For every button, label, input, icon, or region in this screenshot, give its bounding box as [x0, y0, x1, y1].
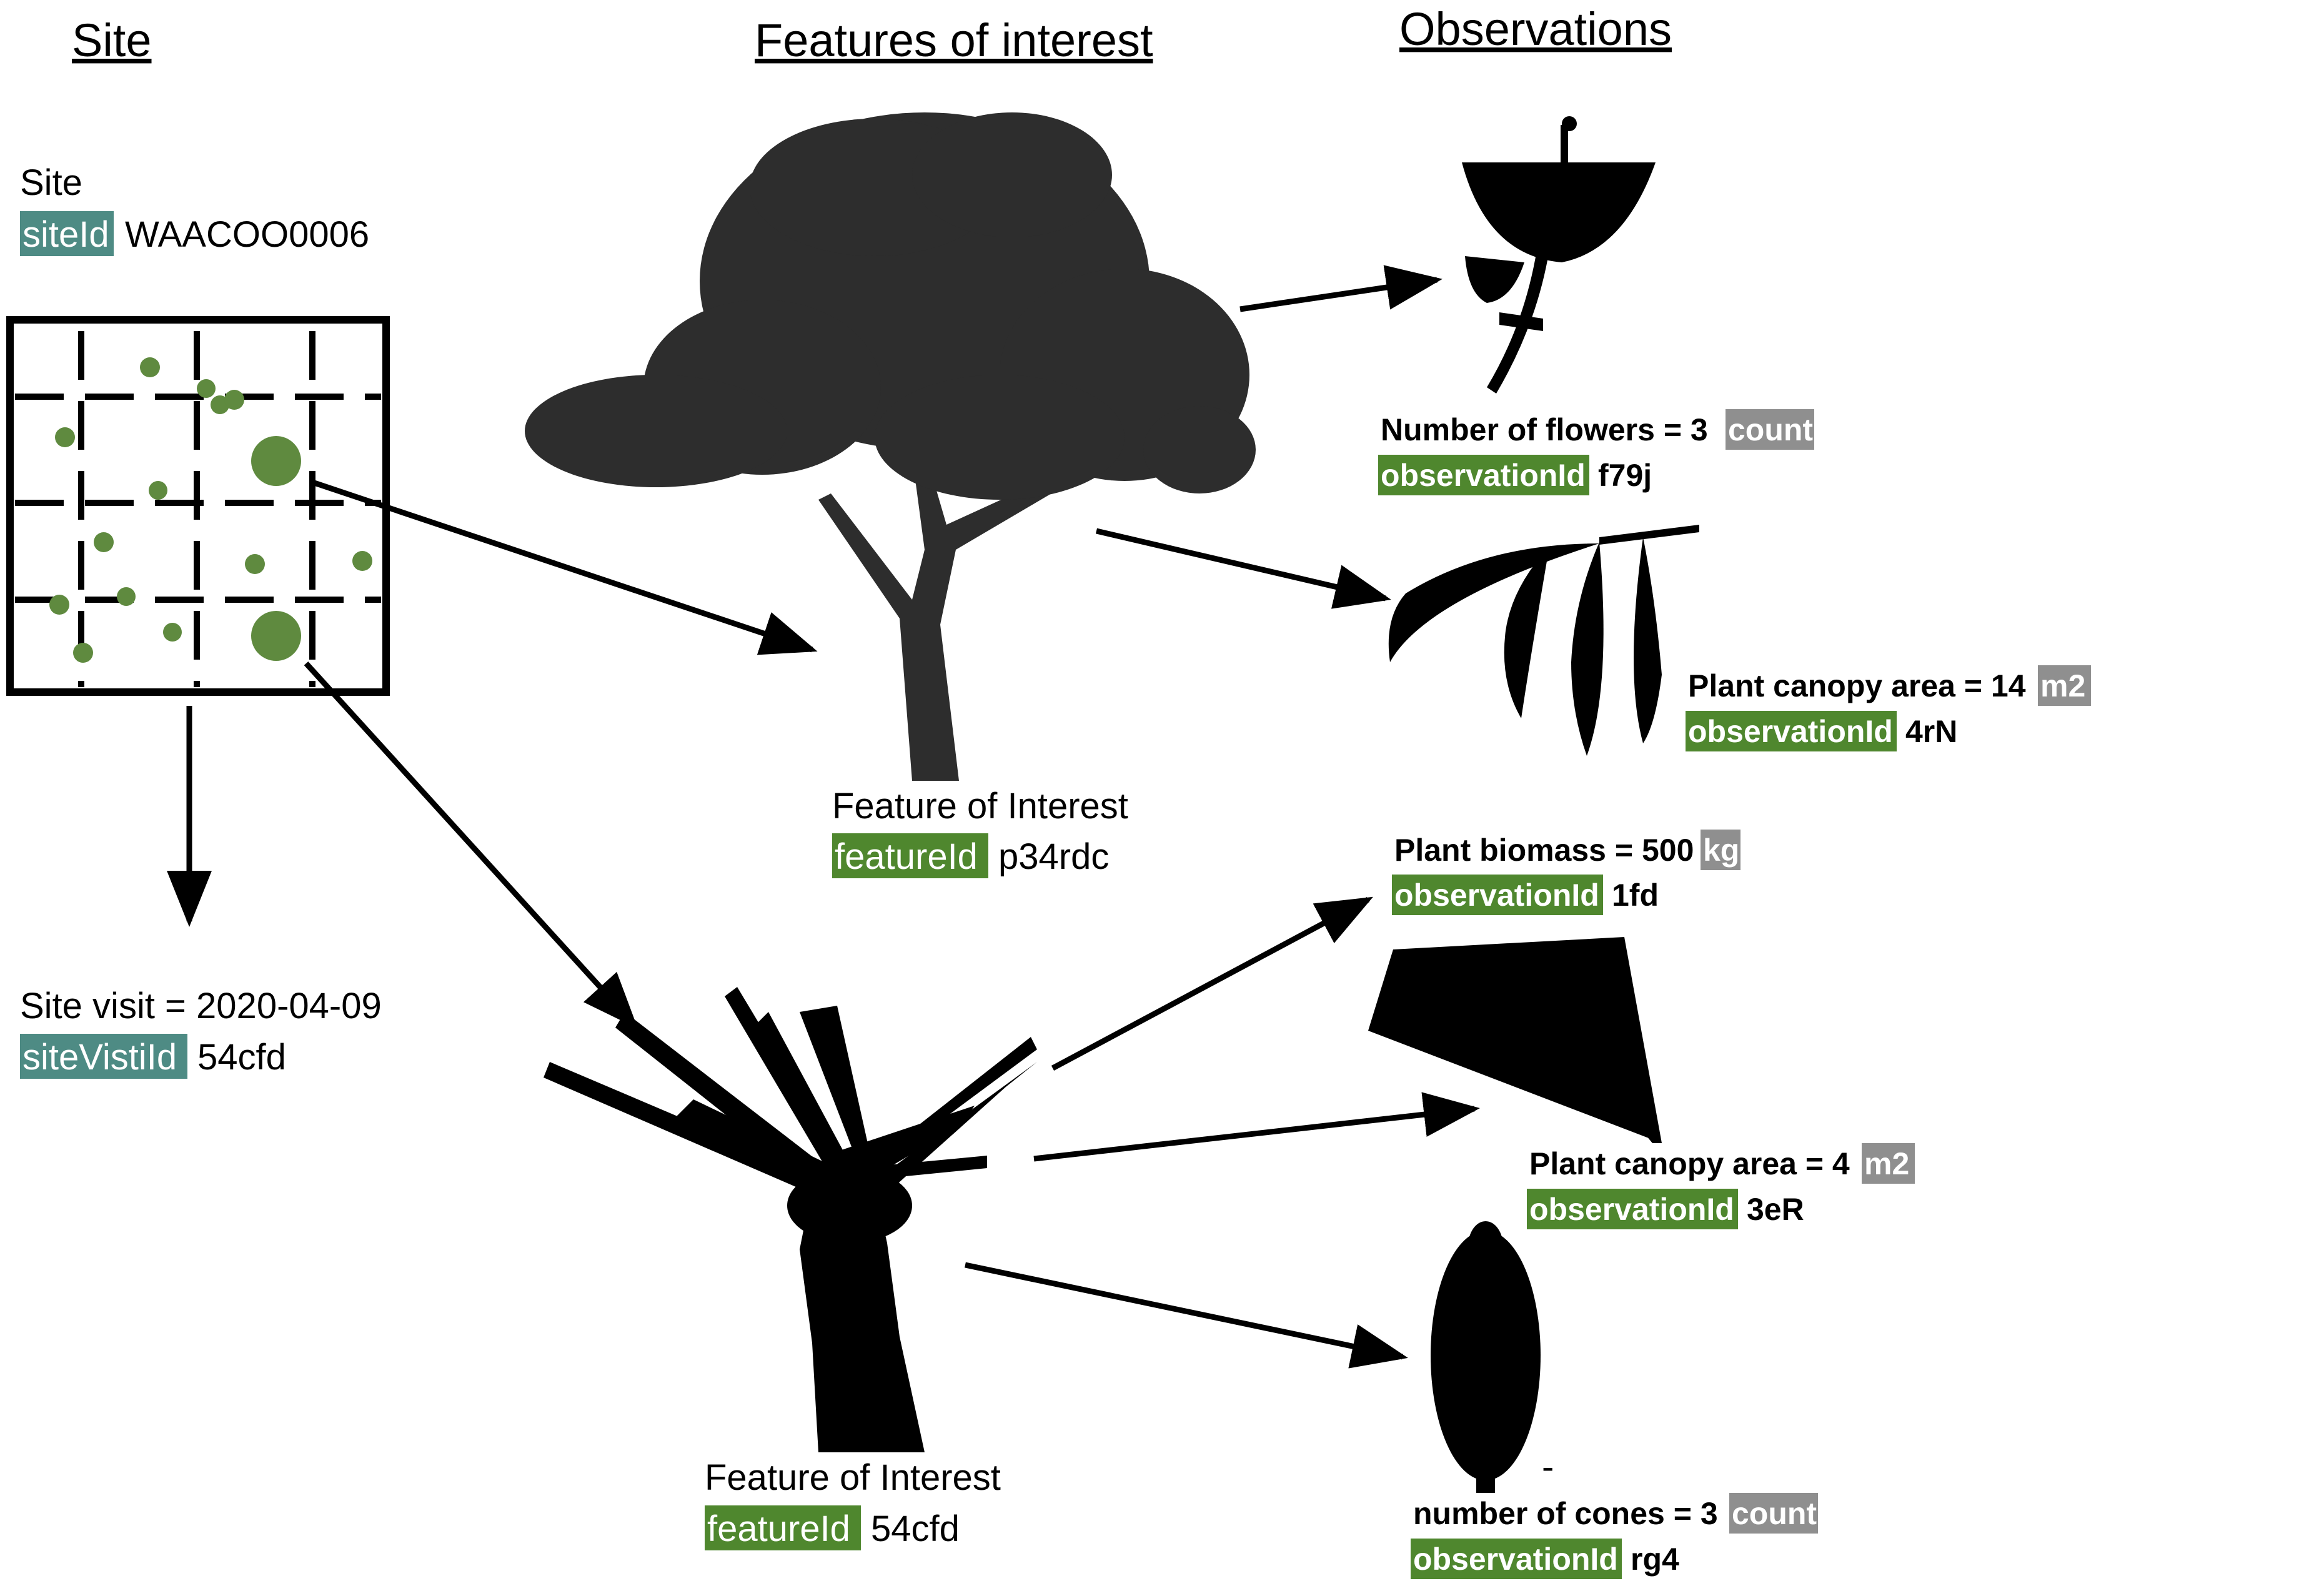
arrow-site-to-tree [311, 479, 818, 655]
arrow-cycad-to-cone [965, 1262, 1408, 1369]
observation-1-unit: count [1728, 412, 1813, 447]
observation-3-text: Plant biomass = 500 [1394, 833, 1694, 868]
feature-1-label: Feature of Interest [832, 786, 1128, 826]
site-visit-label: Site visit = 2020-04-09 [20, 986, 382, 1026]
arrow-cycad-to-frond [1033, 1092, 1480, 1162]
observation-5-text: number of cones = 3 [1413, 1496, 1718, 1531]
observation-4-unit: m2 [1864, 1146, 1909, 1181]
observation-3-id-value: 1fd [1612, 878, 1659, 913]
site-label: Site [20, 162, 82, 203]
stray-mark: - [1542, 1447, 1554, 1487]
site-id-key: siteId [22, 214, 109, 255]
header-site: Site [72, 14, 152, 66]
site-id-tag [20, 211, 114, 256]
feature-1-id-tag [832, 833, 988, 878]
arrow-tree-to-leaves [1095, 528, 1391, 609]
observation-2-id-key: observationId [1688, 714, 1893, 749]
observation-1-id-key: observationId [1381, 458, 1586, 493]
observation-4-id-tag [1527, 1189, 1738, 1229]
cycad-frond-icon [1368, 937, 1662, 1143]
observation-5-unit: count [1732, 1496, 1817, 1531]
site-visit-id-key: siteVistiId [22, 1037, 177, 1078]
flower-icon [1462, 116, 1656, 394]
eucalyptus-tree-icon [525, 112, 1256, 781]
observation-5-id-value: rg4 [1631, 1542, 1679, 1577]
site-plot-grid-icon [6, 316, 390, 696]
observation-4-id-key: observationId [1529, 1192, 1734, 1227]
arrow-cycad-to-biomass [1051, 896, 1373, 1071]
header-observations: Observations [1399, 3, 1672, 55]
observation-2-text: Plant canopy area = 14 [1688, 668, 2026, 703]
site-id-value: WAACOO0006 [125, 214, 369, 255]
observation-5-id-tag [1411, 1539, 1622, 1579]
observation-2-unit-tag [2038, 665, 2091, 706]
feature-2-id-tag [705, 1505, 861, 1550]
observation-3-id-tag [1392, 875, 1603, 915]
observation-1-unit-tag [1726, 409, 1814, 450]
observation-3-unit: kg [1703, 833, 1739, 868]
observation-2-unit: m2 [2040, 668, 2085, 703]
observation-3-unit-tag [1701, 830, 1741, 870]
observation-1-id-tag [1378, 455, 1589, 495]
observation-1-id-value: f79j [1598, 458, 1652, 493]
observation-5-unit-tag [1729, 1493, 1818, 1534]
observation-4-id-value: 3eR [1747, 1192, 1804, 1227]
observation-5-id-key: observationId [1413, 1542, 1618, 1577]
observation-2-id-value: 4rN [1905, 714, 1957, 749]
arrow-tree-to-flowers [1239, 265, 1443, 312]
observation-4-text: Plant canopy area = 4 [1529, 1146, 1850, 1181]
observation-4-unit-tag [1862, 1143, 1915, 1184]
observation-2-id-tag [1686, 711, 1897, 751]
feature-2-id-value: 54cfd [871, 1509, 960, 1549]
cycad-cone-icon [1431, 1221, 1541, 1493]
observation-1-text: Number of flowers = 3 [1381, 412, 1708, 447]
observation-3-id-key: observationId [1394, 878, 1599, 913]
site-visit-id-value: 54cfd [197, 1037, 286, 1078]
site-visit-id-tag [20, 1034, 187, 1079]
feature-1-id-value: p34rdc [998, 836, 1109, 877]
cycad-palm-icon [544, 987, 1037, 1452]
arrow-site-to-cycad [304, 661, 638, 1029]
feature-1-id-key: featureId [835, 836, 978, 877]
header-features-of-interest: Features of interest [755, 14, 1153, 66]
eucalyptus-leaves-icon [1388, 525, 1699, 756]
feature-2-label: Feature of Interest [705, 1457, 1001, 1498]
feature-2-id-key: featureId [707, 1509, 850, 1549]
